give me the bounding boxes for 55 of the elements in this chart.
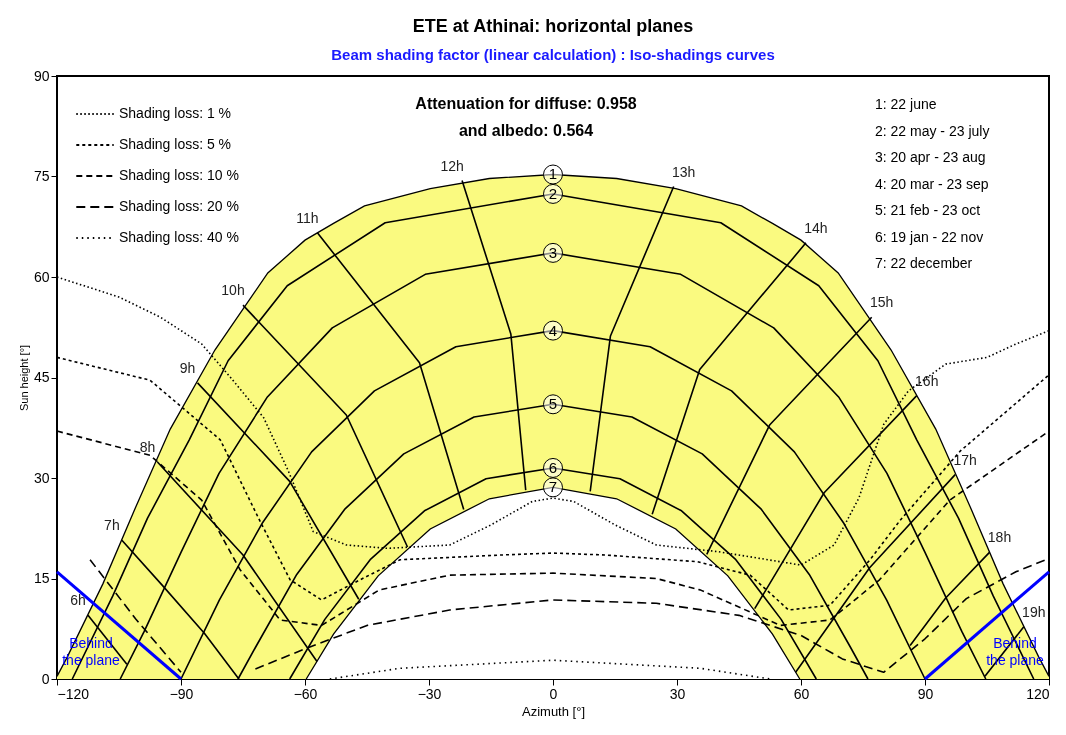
legend-label: Shading loss: 1 % [119, 105, 232, 121]
x-tick-label: −120 [57, 685, 90, 702]
legend-label: Shading loss: 5 % [119, 136, 232, 152]
annotation: and albedo: 0.564 [458, 122, 594, 139]
series-label: 7h [104, 517, 120, 534]
annotation: 1: 22 june [875, 96, 937, 112]
series-label: 3 [548, 243, 558, 261]
x-tick-label: 30 [669, 685, 686, 702]
series-label: 5 [548, 395, 558, 413]
y-tick-label: 0 [41, 670, 50, 687]
series-label: 1 [548, 165, 558, 183]
series-label: 6h [70, 592, 86, 609]
y-tick-label: 75 [33, 168, 50, 184]
series-label: 2 [548, 184, 558, 202]
x-tick-label: 120 [1026, 685, 1050, 702]
series-label: 8h [139, 438, 156, 455]
series-label: 4 [548, 321, 558, 339]
x-tick-label: 90 [917, 685, 934, 702]
y-tick-label: 15 [33, 570, 50, 586]
x-axis-title: Azimuth [°] [522, 703, 585, 719]
series-label: 16h [915, 372, 939, 389]
series-label: 6 [548, 458, 558, 476]
annotation: 6: 19 jan - 22 nov [875, 228, 984, 245]
x-tick-label: −90 [169, 685, 194, 702]
y-tick-label: 90 [33, 67, 50, 84]
series-label: 17h [953, 451, 977, 468]
x-tick-label: −30 [417, 685, 442, 702]
series-label: 14h [804, 219, 828, 236]
annotation: 3: 20 apr - 23 aug [875, 149, 986, 165]
series-label: 9h [179, 359, 196, 376]
annotation: Attenuation for diffuse: 0.958 [415, 95, 637, 112]
series-label: 11h [296, 209, 319, 226]
series-label: 10h [221, 282, 245, 299]
x-tick-label: 0 [549, 685, 558, 702]
annotation: 7: 22 december [875, 255, 973, 271]
chart-title: ETE at Athinai: horizontal planes [412, 16, 694, 36]
series-label: 15h [870, 294, 894, 311]
chart-subtitle: Beam shading factor (linear calculation) : Iso-shadings curves [331, 46, 775, 63]
series-label: 18h [987, 529, 1012, 546]
series-label: 7 [548, 478, 558, 496]
y-tick-label: 30 [33, 469, 50, 486]
legend-label: Shading loss: 40 % [119, 229, 239, 245]
y-axis-title: Sun height [°] [17, 344, 30, 412]
series-label: 13h [672, 163, 696, 180]
annotation: 4: 20 mar - 23 sep [875, 175, 989, 192]
legend-label: Shading loss: 10 % [119, 167, 239, 183]
x-tick-label: −60 [293, 685, 318, 702]
series-label: 12h [440, 157, 464, 174]
x-tick-label: 60 [793, 685, 810, 702]
annotation: 5: 21 feb - 23 oct [875, 202, 981, 218]
legend-label: Shading loss: 20 % [119, 198, 239, 214]
y-tick-label: 45 [33, 369, 50, 385]
y-tick-label: 60 [33, 268, 50, 285]
series-label: 19h [1022, 603, 1046, 620]
annotation: 2: 22 may - 23 july [875, 122, 990, 139]
